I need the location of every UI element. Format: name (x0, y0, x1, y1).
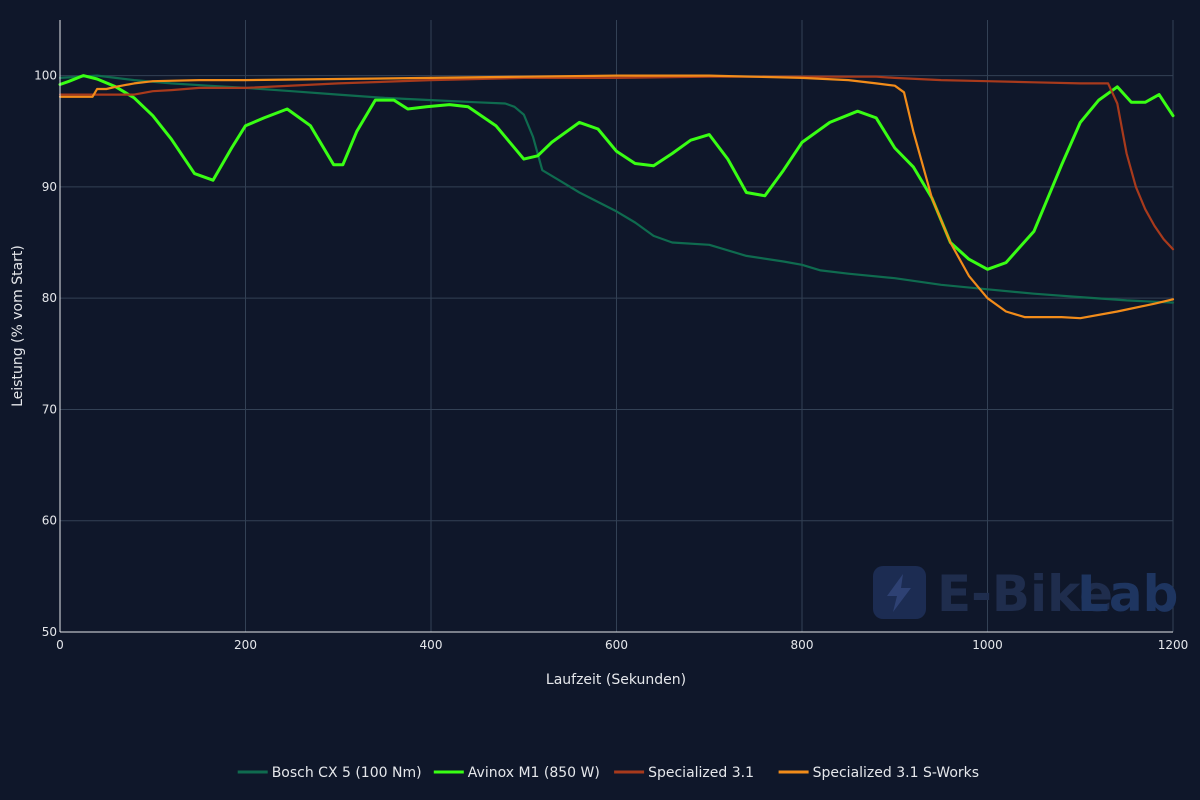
y-tick-label: 70 (42, 402, 57, 416)
series-line-1 (58, 74, 1175, 304)
legend-label: Specialized 3.1 S-Works (813, 765, 979, 781)
x-tick-label: 600 (605, 638, 628, 652)
x-tick-label: 400 (420, 638, 443, 652)
y-tick-label: 100 (34, 69, 57, 83)
series-line-4 (58, 74, 1175, 320)
x-tick-label: 800 (791, 638, 814, 652)
watermark-brand-a: E-Bike (937, 565, 1113, 623)
x-tick-label: 1200 (1158, 638, 1189, 652)
x-tick-label: 200 (234, 638, 257, 652)
watermark-brand-b: Lab (1077, 565, 1178, 623)
y-axis-title: Leistung (% vom Start) (10, 245, 26, 407)
legend-item[interactable]: Bosch CX 5 (100 Nm) (237, 765, 422, 781)
y-tick-label: 90 (42, 180, 57, 194)
legend-label: Bosch CX 5 (100 Nm) (272, 765, 422, 781)
x-tick-label: 1000 (972, 638, 1003, 652)
y-tick-label: 60 (42, 514, 57, 528)
lightning-bolt-shape (887, 574, 911, 612)
legend-label: Avinox M1 (850 W) (468, 765, 600, 781)
y-tick-label: 80 (42, 291, 57, 305)
legend-label: Specialized 3.1 (648, 765, 754, 781)
watermark: E-Bike Lab (873, 565, 1178, 623)
legend: Bosch CX 5 (100 Nm) Avinox M1 (850 W) Spec… (237, 765, 979, 781)
series-line-2 (58, 74, 1175, 271)
axes: 0 200 400 600 800 1000 1200 50 60 70 80 90 100 (34, 20, 1188, 652)
legend-item[interactable]: Avinox M1 (850 W) (433, 765, 600, 781)
x-tick-label: 0 (56, 638, 64, 652)
series-lines (58, 74, 1175, 320)
x-axis-title: Laufzeit (Sekunden) (546, 672, 686, 688)
grid (60, 20, 1174, 632)
y-tick-label: 50 (42, 625, 57, 639)
legend-item[interactable]: Specialized 3.1 S-Works (778, 765, 979, 781)
series-line-3 (58, 75, 1175, 251)
legend-item[interactable]: Specialized 3.1 (614, 765, 754, 781)
